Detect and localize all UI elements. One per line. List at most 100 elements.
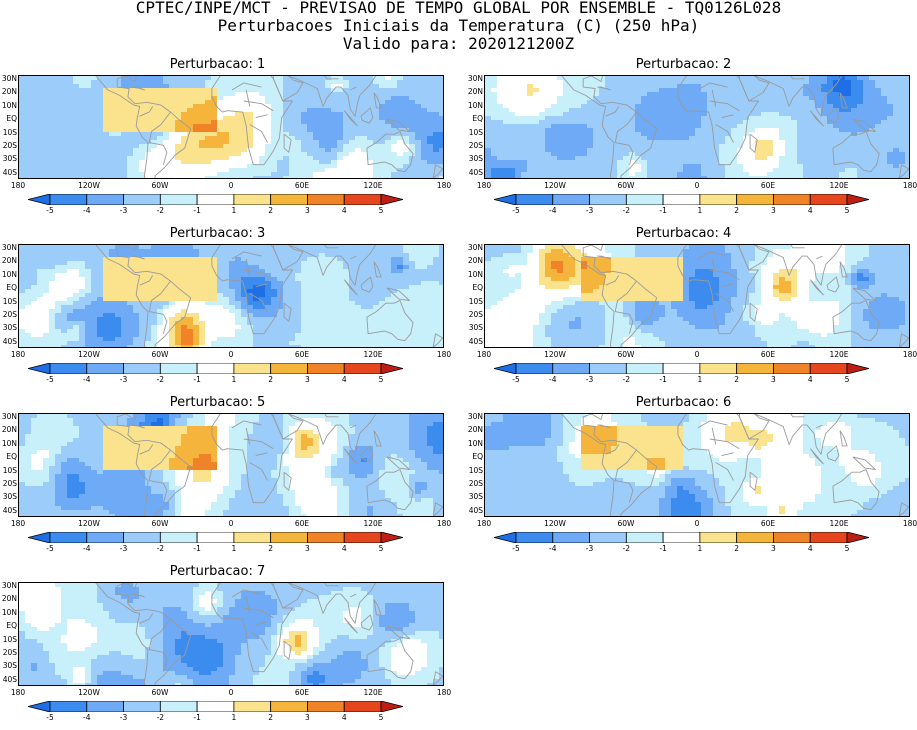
- field-cell: [533, 156, 539, 160]
- field-cell: [605, 168, 611, 172]
- field-cell: [49, 293, 55, 297]
- field-cell: [241, 140, 247, 144]
- field-cell: [881, 92, 887, 96]
- field-cell: [617, 96, 623, 100]
- field-cell: [319, 88, 325, 92]
- field-cell: [271, 297, 277, 301]
- lat-tick-label: 40S: [466, 169, 483, 177]
- field-cell: [319, 168, 325, 172]
- field-cell: [313, 281, 319, 285]
- field-cell: [635, 144, 641, 148]
- field-cell: [259, 104, 265, 108]
- field-cell: [433, 112, 439, 116]
- field-cell: [755, 172, 761, 176]
- field-cell: [397, 120, 403, 124]
- field-cell: [439, 281, 444, 285]
- field-cell: [181, 136, 187, 140]
- field-cell: [749, 156, 755, 160]
- field-cell: [671, 160, 677, 164]
- field-cell: [265, 132, 271, 136]
- field-cell: [851, 168, 857, 172]
- colorbar-svg: [28, 194, 403, 205]
- field-cell: [635, 80, 641, 84]
- field-cell: [319, 116, 325, 120]
- field-cell: [229, 132, 235, 136]
- field-cell: [421, 144, 427, 148]
- field-cell: [91, 156, 97, 160]
- field-cell: [857, 172, 863, 176]
- field-cell: [25, 96, 31, 100]
- field-cell: [385, 108, 391, 112]
- field-cell: [391, 277, 397, 281]
- field-cell: [37, 265, 43, 269]
- field-cell: [43, 297, 49, 301]
- field-cell: [103, 160, 109, 164]
- field-cell: [737, 160, 743, 164]
- field-cell: [295, 136, 301, 140]
- field-cell: [277, 277, 283, 281]
- field-cell: [37, 305, 43, 309]
- field-cell: [671, 88, 677, 92]
- field-cell: [563, 144, 569, 148]
- field-cell: [701, 172, 707, 176]
- field-cell: [31, 265, 37, 269]
- field-cell: [677, 140, 683, 144]
- field-cell: [181, 261, 187, 265]
- field-cell: [31, 297, 37, 301]
- field-cell: [241, 265, 247, 269]
- field-cell: [875, 92, 881, 96]
- field-cell: [19, 88, 25, 92]
- field-cell: [85, 140, 91, 144]
- field-cell: [515, 144, 521, 148]
- field-cell: [343, 160, 349, 164]
- field-cell: [367, 124, 373, 128]
- field-cell: [743, 172, 749, 176]
- field-cell: [857, 136, 863, 140]
- field-cell: [385, 124, 391, 128]
- field-cell: [223, 88, 229, 92]
- field-cell: [427, 144, 433, 148]
- field-cell: [653, 156, 659, 160]
- field-cell: [439, 265, 444, 269]
- field-cell: [893, 120, 899, 124]
- field-cell: [725, 148, 731, 152]
- field-cell: [193, 88, 199, 92]
- field-cell: [361, 301, 367, 305]
- field-cell: [73, 120, 79, 124]
- field-cell: [235, 140, 241, 144]
- field-cell: [695, 100, 701, 104]
- field-cell: [355, 76, 361, 80]
- field-cell: [857, 84, 863, 88]
- field-cell: [127, 136, 133, 140]
- field-cell: [289, 156, 295, 160]
- field-cell: [337, 297, 343, 301]
- field-cell: [415, 164, 421, 168]
- field-cell: [749, 128, 755, 132]
- field-cell: [43, 112, 49, 116]
- field-cell: [845, 96, 851, 100]
- field-cell: [415, 293, 421, 297]
- field-cell: [187, 309, 193, 313]
- field-cell: [791, 172, 797, 176]
- field-cell: [67, 96, 73, 100]
- field-cell: [593, 84, 599, 88]
- field-cell: [899, 100, 905, 104]
- field-cell: [295, 289, 301, 293]
- field-cell: [737, 136, 743, 140]
- field-cell: [97, 120, 103, 124]
- field-cell: [247, 108, 253, 112]
- field-cell: [491, 84, 497, 88]
- field-cell: [55, 92, 61, 96]
- field-cell: [43, 164, 49, 168]
- field-cell: [869, 84, 875, 88]
- field-cell: [409, 116, 415, 120]
- field-cell: [151, 285, 157, 289]
- field-cell: [683, 124, 689, 128]
- field-cell: [611, 156, 617, 160]
- field-cell: [283, 285, 289, 289]
- field-cell: [373, 253, 379, 257]
- field-cell: [139, 140, 145, 144]
- field-cell: [899, 104, 905, 108]
- field-cell: [491, 80, 497, 84]
- field-cell: [755, 112, 761, 116]
